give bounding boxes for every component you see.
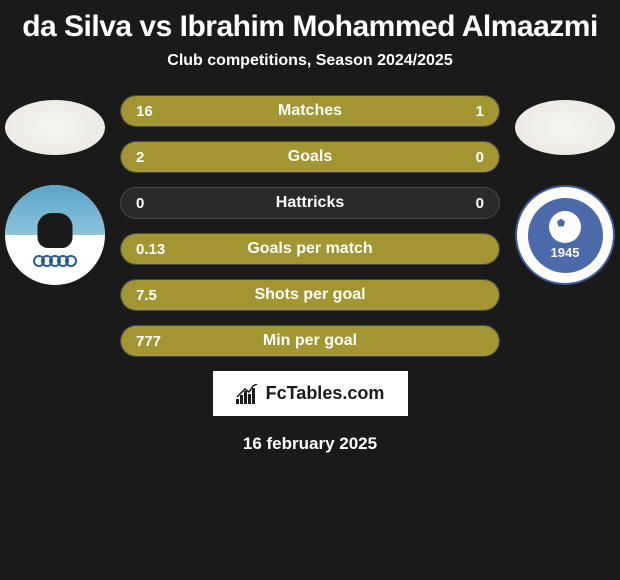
page-title: da Silva vs Ibrahim Mohammed Almaazmi xyxy=(0,10,620,44)
stat-value-right: 1 xyxy=(476,103,484,120)
stat-label: Min per goal xyxy=(263,332,357,350)
stat-value-left: 0 xyxy=(136,195,144,212)
subtitle: Club competitions, Season 2024/2025 xyxy=(0,52,620,70)
stat-row: 777 Min per goal xyxy=(120,325,500,357)
player1-club-logo xyxy=(5,185,105,285)
player2-column: 1945 xyxy=(515,100,615,285)
stat-label: Goals xyxy=(288,148,332,166)
player1-column xyxy=(5,100,105,285)
stat-value-left: 0.13 xyxy=(136,241,165,258)
stat-value-left: 2 xyxy=(136,149,144,166)
stats-column: 16 Matches 1 2 Goals 0 0 Hattricks 0 0.13 Goals pe… xyxy=(120,95,500,357)
stat-row: 2 Goals 0 xyxy=(120,141,500,173)
stat-row: 7.5 Shots per goal xyxy=(120,279,500,311)
stat-value-left: 777 xyxy=(136,333,161,350)
stat-row: 0 Hattricks 0 xyxy=(120,187,500,219)
stat-value-right: 0 xyxy=(476,149,484,166)
stat-row: 16 Matches 1 xyxy=(120,95,500,127)
stat-label: Goals per match xyxy=(247,240,372,258)
comparison-container: da Silva vs Ibrahim Mohammed Almaazmi Cl… xyxy=(0,0,620,464)
player2-club-logo: 1945 xyxy=(515,185,615,285)
footer-date: 16 february 2025 xyxy=(0,434,620,454)
stat-value-left: 16 xyxy=(136,103,153,120)
stat-fill-left xyxy=(121,96,386,126)
stat-label: Matches xyxy=(278,102,342,120)
player2-photo xyxy=(515,100,615,155)
fctables-icon xyxy=(236,384,260,404)
fctables-logo: FcTables.com xyxy=(213,371,408,416)
fctables-text: FcTables.com xyxy=(266,383,385,404)
stat-value-right: 0 xyxy=(476,195,484,212)
stat-value-left: 7.5 xyxy=(136,287,157,304)
player1-photo xyxy=(5,100,105,155)
club2-year: 1945 xyxy=(551,245,580,260)
stat-row: 0.13 Goals per match xyxy=(120,233,500,265)
main-content: 16 Matches 1 2 Goals 0 0 Hattricks 0 0.13 Goals pe… xyxy=(0,95,620,357)
stat-label: Hattricks xyxy=(276,194,344,212)
stat-label: Shots per goal xyxy=(254,286,365,304)
